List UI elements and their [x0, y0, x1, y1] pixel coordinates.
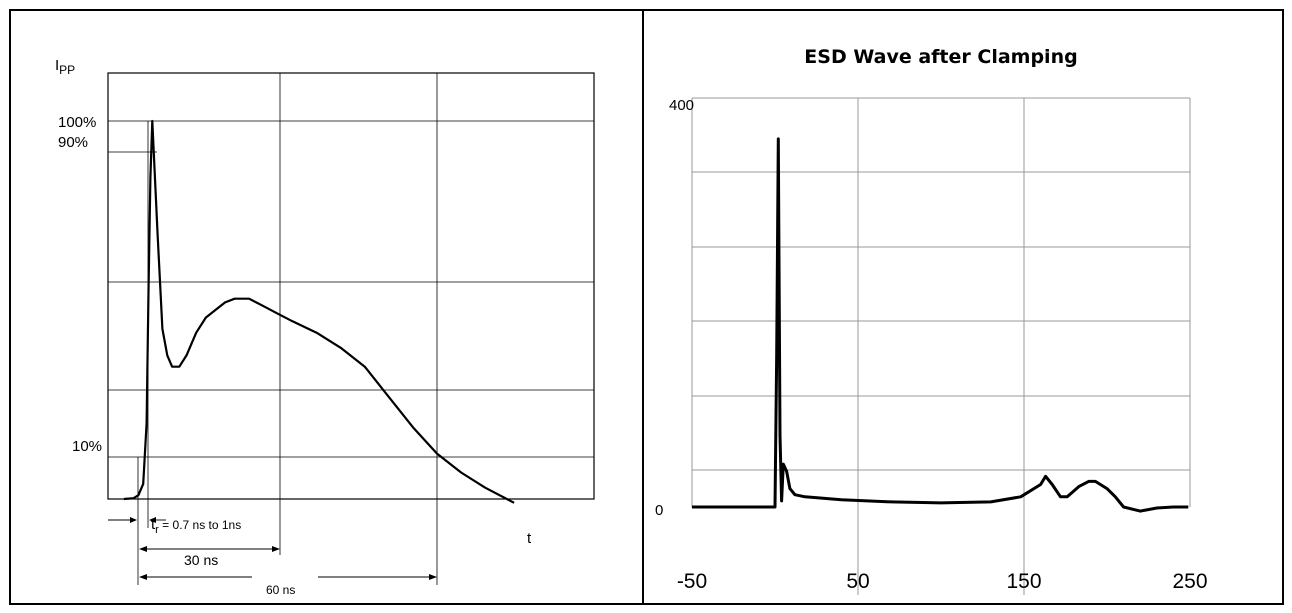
panel-divider [642, 9, 644, 605]
left-ylabel: IPP [55, 57, 75, 77]
left-chart: IPP 100% 90% 10% t tr = 0.7 ns to 1ns 30… [55, 57, 595, 597]
right-series-line [692, 137, 1189, 513]
left-xlabel: t [527, 530, 532, 547]
left-ytick-100: 100% [58, 114, 96, 131]
rise-arrow-left-head [130, 517, 137, 523]
right-chart-title: ESD Wave after Clamping [804, 46, 1077, 68]
span-60ns-label: 60 ns [266, 583, 295, 597]
rise-time-label: tr = 0.7 ns to 1ns [151, 516, 241, 536]
right-ytick-400: 400 [669, 97, 694, 114]
span-30ns: 30 ns [139, 546, 280, 568]
right-plot-border-hint [692, 98, 1190, 507]
right-ytick-0: 0 [655, 502, 663, 519]
span-60ns: 60 ns [139, 574, 437, 597]
span-30ns-head-left [139, 546, 147, 552]
left-ytick-10: 10% [72, 438, 102, 455]
span-60ns-head-right [429, 574, 437, 580]
right-grid [691, 97, 1191, 595]
right-xtick-250: 250 [1172, 570, 1207, 593]
right-chart: ESD Wave after Clamping 400 0 -50 50 150… [655, 46, 1208, 595]
left-plot-border [107, 72, 595, 500]
span-30ns-head-right [272, 546, 280, 552]
left-grid [108, 73, 594, 585]
span-60ns-head-left [139, 574, 147, 580]
right-xtick-neg50: -50 [677, 570, 707, 593]
rise-time-annotation: tr = 0.7 ns to 1ns [108, 516, 241, 536]
span-30ns-label: 30 ns [184, 552, 218, 568]
span-30ns-label-bg [180, 552, 230, 568]
figure-frame [9, 9, 1284, 605]
rise-arrow-right-head [149, 517, 156, 523]
left-series-line [123, 119, 515, 504]
right-xtick-50: 50 [846, 570, 869, 593]
left-ytick-90: 90% [58, 134, 88, 151]
right-xtick-150: 150 [1006, 570, 1041, 593]
